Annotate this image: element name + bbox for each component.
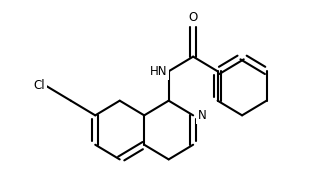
Text: N: N xyxy=(198,109,206,122)
Text: Cl: Cl xyxy=(33,80,45,93)
Text: HN: HN xyxy=(150,65,167,78)
Text: O: O xyxy=(188,11,198,24)
